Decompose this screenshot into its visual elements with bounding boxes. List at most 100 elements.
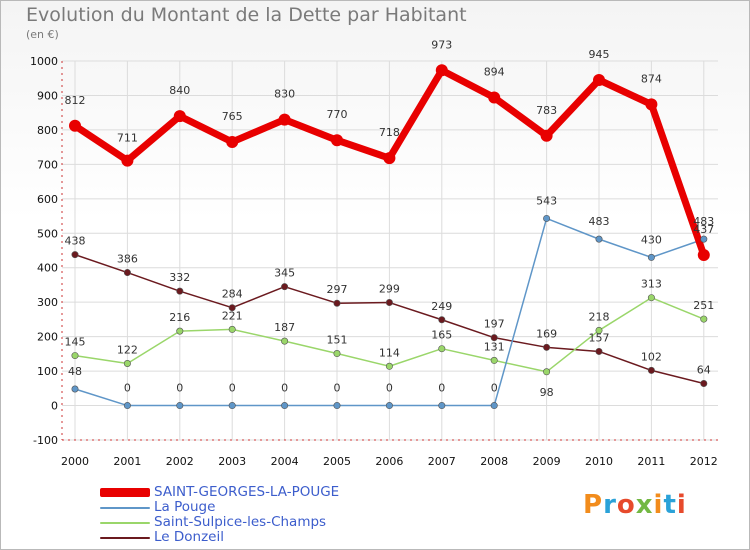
data-label: 216 <box>169 311 190 324</box>
data-point <box>333 402 341 410</box>
x-tick-label: 2011 <box>637 455 665 468</box>
data-point <box>71 251 79 259</box>
data-label: 187 <box>274 321 295 334</box>
data-label: 783 <box>536 104 557 117</box>
logo-letter: x <box>635 490 654 520</box>
data-label: 437 <box>693 223 714 236</box>
data-point <box>71 352 79 360</box>
data-point <box>176 327 184 335</box>
data-label: 874 <box>641 72 662 85</box>
y-tick-label: 0 <box>51 400 58 413</box>
data-point <box>543 368 551 376</box>
y-tick-label: 200 <box>37 331 58 344</box>
logo-letter: t <box>663 490 677 520</box>
data-point <box>595 347 603 355</box>
logo-letter: P <box>583 490 604 520</box>
legend-swatch <box>100 488 150 497</box>
data-point <box>281 283 289 291</box>
data-label: 0 <box>386 382 393 395</box>
data-label: 0 <box>124 382 131 395</box>
y-tick-label: 100 <box>37 365 58 378</box>
y-tick-label: 700 <box>37 158 58 171</box>
data-point <box>385 299 393 307</box>
data-point <box>438 316 446 324</box>
data-label: 169 <box>536 327 557 340</box>
data-label: 197 <box>484 318 505 331</box>
x-tick-label: 2002 <box>166 455 194 468</box>
y-tick-label: 600 <box>37 193 58 206</box>
data-point <box>333 350 341 358</box>
x-tick-label: 2003 <box>218 455 246 468</box>
data-label: 98 <box>540 386 554 399</box>
chart-subtitle: (en €) <box>26 28 59 41</box>
legend-label: SAINT-GEORGES-LA-POUGE <box>154 484 340 500</box>
legend: SAINT-GEORGES-LA-POUGE La Pouge Saint-Su… <box>100 485 339 545</box>
legend-swatch <box>100 537 150 539</box>
grid <box>62 60 718 441</box>
data-point <box>593 73 605 86</box>
data-label: 718 <box>379 126 400 139</box>
data-labels: 438 386 332 284 345 297 299 249 197 169 157 102 64 14… <box>65 38 715 398</box>
y-tick-label: 900 <box>37 89 58 102</box>
data-point <box>176 287 184 295</box>
data-label: 894 <box>484 66 505 79</box>
data-label: 483 <box>589 215 610 228</box>
data-label: 0 <box>229 382 236 395</box>
legend-label: La Pouge <box>154 499 216 515</box>
data-point <box>647 253 655 261</box>
x-tick-label: 2005 <box>323 455 351 468</box>
data-point <box>697 248 710 261</box>
logo-letter: i <box>653 490 664 520</box>
data-label: 840 <box>169 84 190 97</box>
data-point <box>385 362 393 370</box>
data-label: 0 <box>491 382 498 395</box>
x-tick-label: 2004 <box>271 455 299 468</box>
legend-swatch <box>100 507 150 509</box>
legend-item-saint-georges: SAINT-GEORGES-LA-POUGE <box>100 485 339 500</box>
data-label: 102 <box>641 350 662 363</box>
data-point <box>438 345 446 353</box>
legend-label: Saint-Sulpice-les-Champs <box>154 514 327 530</box>
x-tick-label: 2010 <box>585 455 613 468</box>
data-point <box>490 402 498 410</box>
data-point <box>71 385 79 393</box>
data-label: 812 <box>65 94 86 107</box>
data-point <box>647 294 655 302</box>
data-label: 313 <box>641 278 662 291</box>
axes <box>61 61 718 441</box>
y-tick-label: 800 <box>37 124 58 137</box>
data-point <box>645 98 658 111</box>
data-point <box>438 402 446 410</box>
data-point <box>123 402 131 410</box>
data-point <box>385 402 393 410</box>
data-point <box>595 326 603 334</box>
legend-item-saint-sulpice: Saint-Sulpice-les-Champs <box>100 515 339 530</box>
data-label: 251 <box>693 299 714 312</box>
data-point <box>228 304 236 312</box>
data-label: 0 <box>334 382 341 395</box>
data-label: 165 <box>431 329 452 342</box>
data-point <box>123 360 131 368</box>
data-label: 973 <box>431 38 452 51</box>
data-label: 131 <box>484 340 505 353</box>
data-point <box>281 402 289 410</box>
data-point <box>543 343 551 351</box>
data-label: 284 <box>222 288 243 301</box>
data-label: 114 <box>379 346 400 359</box>
legend-swatch <box>100 522 150 524</box>
data-point <box>69 119 81 132</box>
data-label: 765 <box>222 110 243 123</box>
data-point <box>123 269 131 277</box>
data-point <box>435 64 448 77</box>
logo-letter: o <box>616 490 636 520</box>
tick-labels: -100010020030040050060070080090010002000… <box>30 55 718 468</box>
data-point <box>700 315 708 323</box>
x-tick-label: 2009 <box>533 455 561 468</box>
data-label: 345 <box>274 267 295 280</box>
data-point <box>700 235 708 243</box>
data-label: 297 <box>327 283 348 296</box>
data-point <box>331 134 343 147</box>
data-point <box>490 356 498 364</box>
x-tick-label: 2006 <box>375 455 403 468</box>
